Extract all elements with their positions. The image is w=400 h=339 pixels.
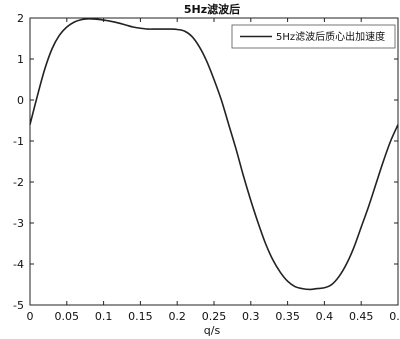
series-layer [29, 18, 399, 291]
x-tick-label: 0.05 [55, 310, 80, 323]
x-tick-label: 0.45 [349, 310, 374, 323]
y-tick-label: 1 [17, 53, 24, 66]
y-tick-label: -3 [13, 217, 24, 230]
y-tick-label: -1 [13, 135, 24, 148]
legend: 5Hz滤波后质心出加速度 [231, 24, 396, 49]
x-tick-label: 0.2 [168, 310, 186, 323]
x-tick-label: 0.3 [242, 310, 260, 323]
y-tick-label: 2 [17, 12, 24, 25]
y-axis: -5 -4 -3 -2 -1 0 1 2 [13, 12, 398, 312]
y-tick-label: 0 [17, 94, 24, 107]
legend-entry-label: 5Hz滤波后质心出加速度 [276, 30, 385, 43]
x-axis: 0 0.05 0.1 0.15 0.2 0.25 0.3 0.35 0.4 0.45 0.5 [27, 18, 400, 323]
plot-frame [29, 17, 399, 306]
chart-title: 5Hz滤波后 [184, 2, 240, 16]
x-tick-label: 0.35 [275, 310, 300, 323]
legend-box [231, 24, 396, 49]
y-tick-label: -4 [13, 258, 24, 271]
x-tick-label: 0.25 [202, 310, 227, 323]
x-tick-label: 0.15 [128, 310, 153, 323]
y-tick-label: -2 [13, 176, 24, 189]
x-tick-label: 0.5 [389, 310, 400, 323]
y-tick-label: -5 [13, 299, 24, 312]
x-tick-label: 0 [27, 310, 34, 323]
x-tick-label: 0.4 [316, 310, 334, 323]
x-axis-label: q/s [204, 324, 221, 337]
series-line [29, 18, 399, 291]
x-tick-label: 0.1 [95, 310, 113, 323]
